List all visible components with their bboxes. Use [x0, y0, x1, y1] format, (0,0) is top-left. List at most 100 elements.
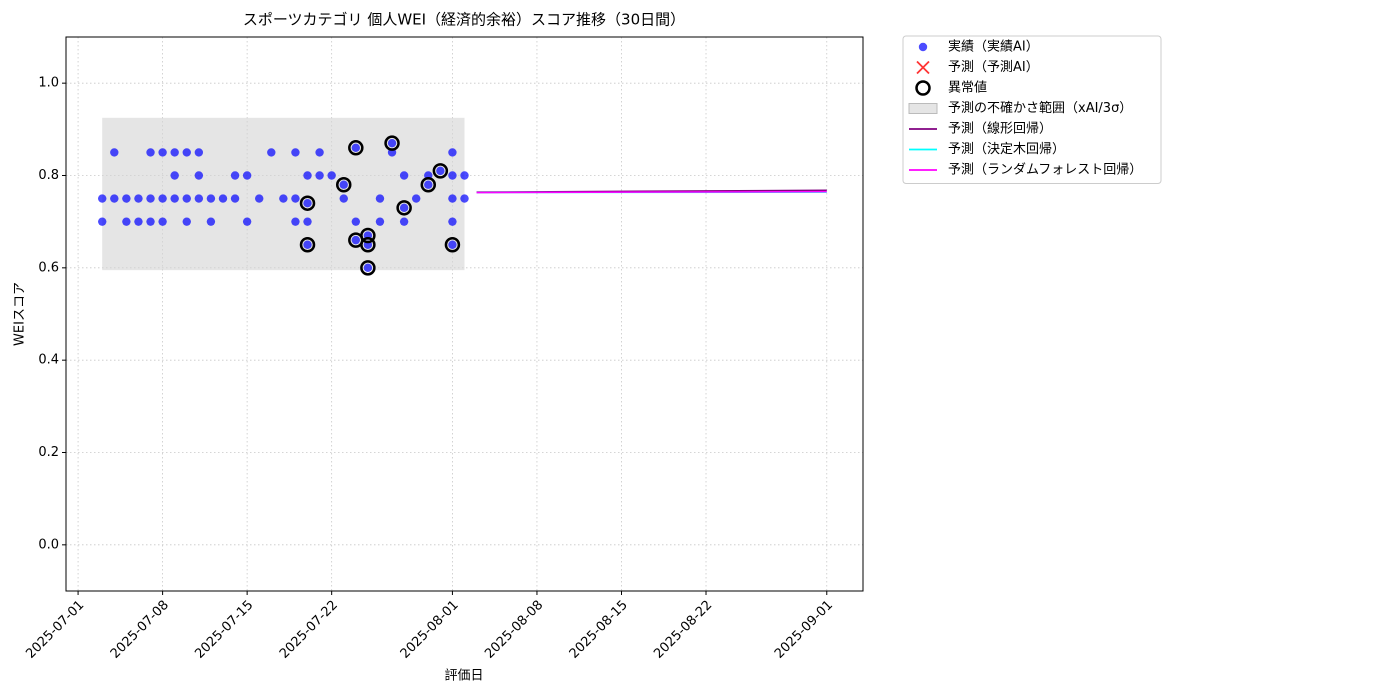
legend-label: 予測（予測AI）: [948, 60, 1039, 75]
x-tick-label: 2025-08-22: [651, 598, 715, 662]
data-point: [460, 171, 469, 180]
data-point: [399, 217, 409, 226]
data-point: [351, 143, 361, 152]
data-point: [291, 148, 300, 157]
data-point: [315, 171, 324, 180]
y-tick-label: 0.6: [38, 260, 59, 275]
data-point: [315, 148, 324, 157]
data-point: [375, 194, 385, 203]
y-tick-label: 1.0: [38, 76, 59, 91]
outlier-ring: [348, 140, 364, 156]
outlier-ring: [384, 135, 400, 151]
legend-marker: [915, 80, 931, 96]
data-point: [242, 171, 252, 180]
data-point: [339, 194, 348, 203]
y-tick-label: 0.4: [38, 353, 59, 368]
data-point: [206, 194, 216, 203]
data-point: [98, 217, 107, 226]
outlier-ring: [360, 260, 376, 276]
legend-marker: [908, 103, 938, 114]
x-tick-label: 2025-07-22: [277, 598, 341, 662]
uncertainty-band: [102, 117, 465, 271]
x-tick-label: 2025-07-08: [108, 598, 172, 662]
data-point: [411, 194, 421, 203]
data-point: [230, 171, 240, 180]
data-point: [351, 235, 361, 245]
outlier-ring: [299, 237, 316, 253]
data-point: [242, 217, 252, 226]
data-point: [436, 166, 445, 176]
data-point: [291, 217, 300, 226]
outlier-ring: [335, 176, 352, 193]
data-point: [170, 194, 179, 203]
data-point: [303, 217, 312, 226]
legend-label: 予測（線形回帰）: [948, 121, 1052, 137]
data-point: [170, 171, 179, 180]
data-point: [158, 194, 167, 203]
data-point: [387, 138, 397, 148]
data-point: [194, 194, 204, 203]
data-point: [399, 171, 409, 180]
legend-label: 異常値: [948, 80, 987, 96]
legend-label: 予測（決定木回帰）: [948, 141, 1065, 157]
outlier-ring: [299, 195, 316, 211]
data-point: [339, 180, 348, 189]
data-point: [327, 171, 336, 180]
y-tick-label: 0.0: [38, 537, 59, 552]
legend-label: 実績（実績AI）: [948, 39, 1039, 55]
data-point: [255, 194, 264, 203]
x-tick-label: 2025-07-15: [192, 598, 256, 662]
data-point: [424, 180, 433, 189]
data-point: [448, 148, 457, 157]
data-point: [460, 194, 469, 203]
data-point: [158, 217, 167, 226]
y-tick-label: 0.8: [38, 168, 59, 183]
data-point: [182, 148, 191, 157]
x-tick-label: 2025-09-01: [772, 598, 836, 662]
data-point: [122, 217, 131, 226]
data-point: [448, 217, 457, 226]
outlier-ring: [444, 237, 461, 253]
data-point: [303, 171, 312, 180]
data-point: [303, 199, 312, 208]
data-point: [98, 194, 107, 203]
legend-marker: [918, 42, 928, 52]
legend-frame: [902, 35, 1162, 184]
data-point: [110, 194, 119, 203]
plot-area: [98, 117, 827, 276]
data-point: [448, 240, 457, 249]
data-point: [303, 240, 312, 249]
outlier-ring: [396, 200, 412, 216]
chart-title: スポーツカテゴリ 個人WEI（経済的余裕）スコア推移（30日間）: [243, 11, 685, 29]
data-point: [194, 148, 204, 157]
data-point: [218, 194, 228, 203]
x-tick-label: 2025-08-08: [482, 598, 546, 662]
data-point: [375, 217, 385, 226]
data-point: [363, 263, 373, 273]
data-point: [194, 171, 204, 180]
data-point: [291, 194, 300, 203]
outlier-ring: [360, 227, 376, 244]
data-point: [399, 203, 409, 213]
data-point: [448, 171, 457, 180]
x-tick-label: 2025-08-15: [567, 598, 631, 662]
data-point: [170, 148, 179, 157]
x-axis-label: 評価日: [444, 669, 483, 684]
data-point: [182, 194, 191, 203]
data-point: [134, 217, 143, 226]
data-point: [351, 217, 361, 226]
data-point: [206, 217, 216, 226]
x-tick-label: 2025-08-01: [398, 598, 462, 662]
data-point: [122, 194, 131, 203]
outlier-ring: [432, 163, 449, 179]
prediction-line: [476, 190, 827, 194]
data-point: [146, 148, 155, 157]
outlier-ring: [420, 176, 437, 193]
data-point: [448, 194, 457, 203]
data-point: [279, 194, 288, 203]
data-point: [110, 148, 119, 157]
outlier-ring: [360, 237, 376, 253]
legend-marker: [916, 60, 930, 75]
